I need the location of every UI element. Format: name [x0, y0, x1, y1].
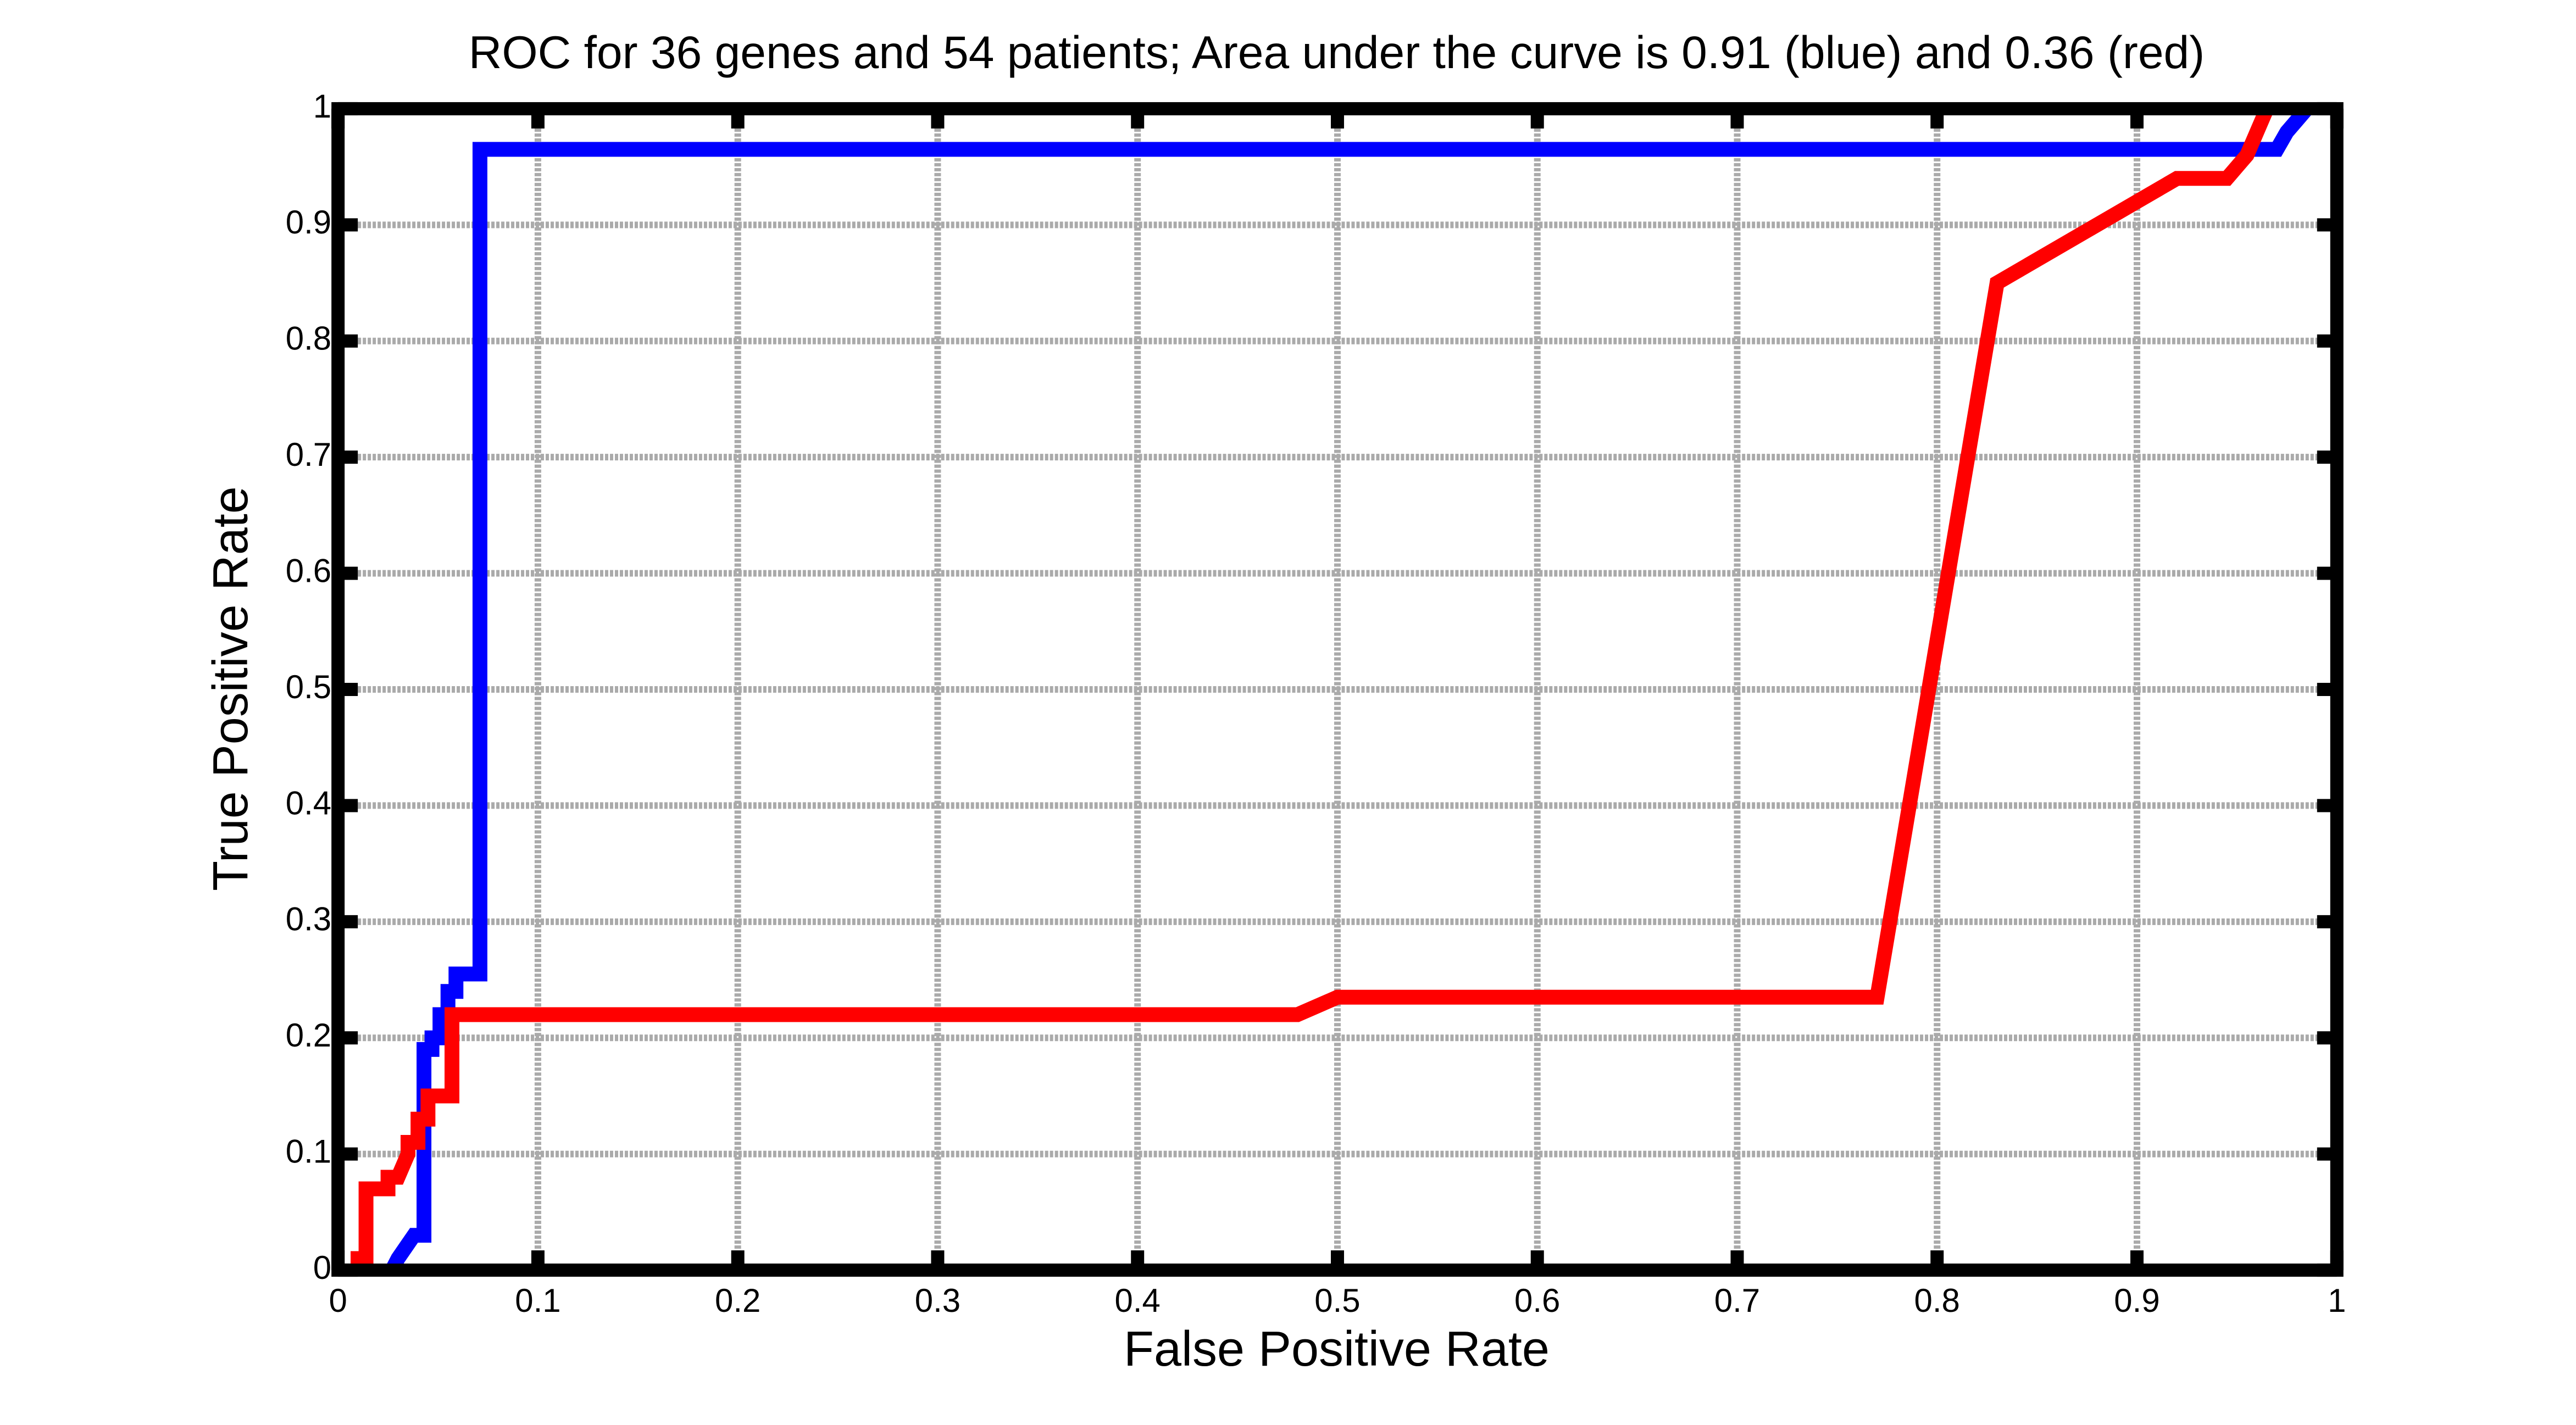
y-tick-label: 0.5: [286, 669, 331, 705]
y-axis-label: True Positive Rate: [203, 486, 258, 891]
y-tick-label: 0.2: [286, 1017, 331, 1054]
y-tick-label: 0.6: [286, 552, 331, 589]
x-tick-label: 0.7: [1714, 1282, 1760, 1319]
line: [385, 104, 2313, 1274]
chart-title: ROC for 36 genes and 54 patients; Area u…: [469, 26, 2205, 78]
y-tick-label: 0.9: [286, 204, 331, 241]
y-tick-label: 0.3: [286, 901, 331, 938]
x-tick-label: 0: [329, 1282, 347, 1319]
y-tick-label: 0.1: [286, 1133, 331, 1170]
x-tick-label: 0.8: [1914, 1282, 1960, 1319]
y-tick-label: 0.8: [286, 320, 331, 357]
x-tick-label: 0.1: [515, 1282, 560, 1319]
x-tick-label: 0.4: [1115, 1282, 1161, 1319]
x-tick-label: 0.2: [715, 1282, 760, 1319]
x-axis-label: False Positive Rate: [1124, 1322, 1550, 1377]
x-tick-label: 1: [2328, 1282, 2346, 1319]
x-tick-label: 0.3: [915, 1282, 961, 1319]
x-tick-label: 0.5: [1314, 1282, 1360, 1319]
y-tick-label: 0.7: [286, 436, 331, 473]
plot-frame: [331, 102, 2344, 1277]
y-tick-label: 1: [313, 88, 331, 125]
x-tick-label: 0.9: [2114, 1282, 2159, 1319]
y-tick-label: 0: [313, 1249, 331, 1286]
line: [351, 105, 2274, 1271]
x-tick-label: 0.6: [1514, 1282, 1560, 1319]
y-tick-label: 0.4: [286, 784, 331, 821]
